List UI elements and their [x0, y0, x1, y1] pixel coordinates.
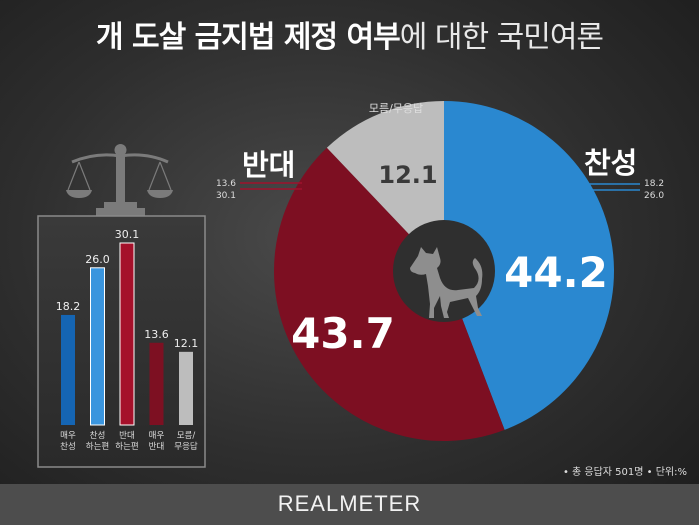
slice-unknown	[326, 101, 444, 235]
oppose-label: 반대	[242, 148, 295, 182]
support-label: 찬성	[584, 146, 637, 180]
slice-label-oppose: 43.7	[291, 309, 395, 358]
title-suffix: 에 대한 국민여론	[399, 20, 604, 55]
survey-note: • 총 응답자 501명 • 단위:%	[562, 467, 687, 478]
bar-category-2: 반대 하는편	[115, 430, 138, 452]
footer-band	[0, 484, 699, 525]
oppose-legend: 반대 13.6 30.1	[216, 148, 302, 201]
title-main: 개 도살 금지법 제정 여부	[95, 20, 401, 55]
bar-3	[149, 342, 164, 425]
chart-canvas: 18.2 매우 찬성 26.0 찬성 하는편 30.1 반대 하는편 13.6 매우 반대 12.1 모름…	[37, 101, 664, 468]
bar-1	[90, 267, 105, 426]
bar-category-3: 매우 반대	[149, 431, 165, 452]
unknown-label: 모름/무응답	[369, 102, 423, 115]
bar-2	[119, 242, 135, 426]
brand-logo: REALMETER	[277, 491, 422, 516]
slice-support	[444, 101, 615, 430]
bar-value-3: 13.6	[144, 328, 169, 341]
donut-chart: 44.2 43.7 12.1	[274, 101, 615, 442]
bar-value-0: 18.2	[56, 300, 81, 313]
support-strong-value: 18.2	[644, 179, 664, 189]
bar-value-4: 12.1	[174, 337, 199, 350]
bar-chart-panel: 18.2 매우 찬성 26.0 찬성 하는편 30.1 반대 하는편 13.6 매우 반대 12.1 모름…	[37, 215, 206, 468]
dog-icon	[410, 247, 483, 318]
bar-value-1: 26.0	[85, 253, 110, 266]
slice-oppose	[274, 147, 505, 442]
slice-label-support: 44.2	[504, 248, 608, 297]
oppose-strong-value: 13.6	[216, 179, 236, 189]
bar-4	[179, 351, 193, 425]
bar-value-2: 30.1	[115, 228, 140, 241]
bar-category-4: 모름/무응답	[174, 431, 198, 452]
bar-category-1: 찬성 하는편	[86, 430, 109, 452]
slice-label-unknown: 12.1	[378, 161, 437, 189]
support-mild-value: 26.0	[644, 191, 664, 201]
oppose-mild-value: 30.1	[216, 191, 236, 201]
bar-0	[61, 314, 75, 425]
bar-category-0: 매우 찬성	[60, 431, 76, 452]
support-legend: 찬성 18.2 26.0	[584, 146, 664, 201]
page-title: 개 도살 금지법 제정 여부에 대한 국민여론	[0, 12, 699, 56]
scales-of-justice-icon	[66, 144, 173, 216]
